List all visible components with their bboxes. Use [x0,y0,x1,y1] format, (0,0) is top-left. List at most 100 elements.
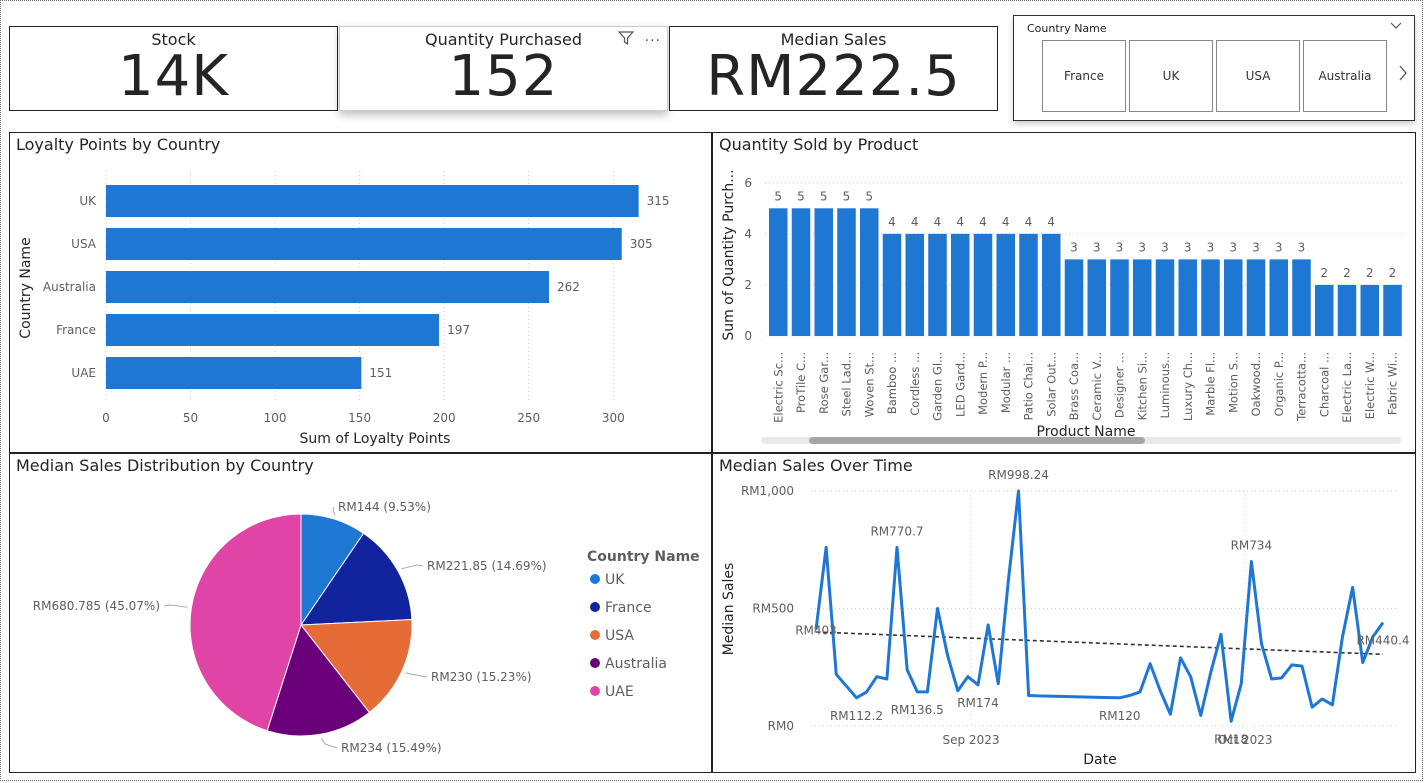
x-tick-label: Woven St... [862,352,876,417]
slicer-tile-australia[interactable]: Australia [1303,40,1387,112]
x-tick-label: Designer ... [1113,352,1127,418]
product-bar [882,233,902,336]
leader-line [320,737,338,749]
product-bar [1110,259,1129,336]
data-label: 4 [956,215,964,229]
data-label: 4 [1025,215,1033,229]
x-tick-label: Oct 2023 [1217,733,1272,747]
product-bar [860,208,879,336]
data-label: 3 [1093,240,1101,254]
line-data-label: RM174 [957,696,999,710]
y-tick-label: France [56,323,96,337]
chevron-down-icon[interactable] [1390,20,1402,33]
x-tick-label: 300 [602,411,625,425]
x-tick-label: Electric Sc... [771,352,785,423]
product-bar [1064,259,1084,336]
x-tick-label: Modern P... [976,352,990,415]
data-label: 2 [1389,266,1397,280]
leader-line [401,564,424,570]
bar-uae [106,357,362,389]
loyalty-chart-panel[interactable]: Loyalty Points by Country 0 50 100 150 200 25… [9,132,712,453]
x-tick-label: Brass Coa... [1067,352,1081,420]
y-axis-title: Sum of Quantity Purch... [721,169,737,340]
filter-icon[interactable] [617,31,638,49]
legend-item-uae[interactable]: UAE [605,684,634,700]
y-tick-label: RM0 [768,719,794,733]
chevron-right-icon[interactable] [1398,64,1408,87]
line-chart-panel[interactable]: Median Sales Over Time RM0 RM500 RM1,000 Se… [712,453,1416,773]
product-bar [1246,259,1266,336]
x-tick-label: Marble Fl... [1204,352,1218,416]
leader-line [163,604,188,608]
line-data-label: RM734 [1231,539,1273,553]
x-tick-label: Patio Chai... [1022,352,1036,420]
data-label: 3 [1070,240,1078,254]
loyalty-bar-chart: 0 50 100 150 200 250 300 UK 315 USA 305 Australia 26… [18,171,670,447]
product-bar [1360,284,1379,336]
x-tick-label: ProTile C... [794,352,808,413]
product-bar [973,233,993,336]
line-data-label: RM112.2 [830,709,883,723]
data-label: 5 [797,189,805,203]
data-label: 4 [1047,215,1055,229]
data-label: 197 [447,323,470,337]
data-label: 2 [1366,266,1374,280]
legend-marker [590,574,600,584]
legend-marker [590,686,600,696]
product-bar [1292,259,1311,336]
data-label: 5 [820,189,828,203]
line-chart-title: Median Sales Over Time [719,456,913,475]
median-sales-pie-chart: RM144 (9.53%) RM221.85 (14.69%) RM230 (15.… [33,500,700,755]
data-label: 305 [630,237,653,251]
quantity-card[interactable]: Quantity Purchased 152 ··· [339,26,668,111]
line-data-label: RM403 [795,624,837,638]
legend-item-france[interactable]: France [605,600,652,616]
data-label: 5 [843,189,851,203]
x-tick-label: 200 [433,411,456,425]
x-tick-label: Fabric Wi... [1386,352,1400,415]
legend-marker [590,602,600,612]
quantity-card-title: Quantity Purchased [424,30,583,49]
country-slicer[interactable]: Country Name France UK USA Australia [1013,15,1415,121]
product-bar [791,208,811,336]
x-axis-title: Date [1083,752,1116,768]
data-label: 4 [888,215,896,229]
x-tick-label: 250 [517,411,540,425]
line-data-label: RM998.24 [988,468,1049,482]
x-tick-label: Garden Gl... [931,352,945,421]
product-bar [1019,233,1038,336]
product-bar [1269,259,1288,336]
data-label: 2 [1320,266,1328,280]
data-label: 4 [1002,215,1010,229]
pie-slice-uae [189,513,302,732]
data-label: 262 [557,280,580,294]
legend-item-australia[interactable]: Australia [605,656,667,672]
product-bar [769,208,788,336]
more-options-icon[interactable]: ··· [644,33,661,49]
legend-marker [590,658,600,668]
stock-card[interactable]: Stock 14K [9,26,338,111]
line-data-label: RM770.7 [870,524,923,538]
quantity-chart-panel[interactable]: Quantity Sold by Product 0 2 4 6 5 Electric S… [712,132,1416,453]
data-label: 315 [647,194,670,208]
x-tick-label: Organic P... [1272,352,1286,417]
x-tick-label: Electric La... [1340,352,1354,423]
legend-item-usa[interactable]: USA [605,628,634,644]
slicer-tile-uk[interactable]: UK [1129,40,1213,112]
data-label: 2 [1343,266,1351,280]
slicer-tile-france[interactable]: France [1042,40,1126,112]
pie-data-label: RM234 (15.49%) [341,741,442,755]
y-tick-label: Australia [43,280,96,294]
data-label: 3 [1138,240,1146,254]
bar-uk [106,185,639,217]
median-sales-card[interactable]: Median Sales RM222.5 [669,26,998,111]
pie-data-label: RM680.785 (45.07%) [33,599,160,613]
y-tick-label: UAE [71,366,96,380]
bar-france [106,314,440,346]
x-axis-title: Product Name [1037,424,1136,440]
pie-chart-panel[interactable]: Median Sales Distribution by Country RM1… [9,453,712,773]
legend-item-uk[interactable]: UK [605,572,625,588]
slicer-tile-usa[interactable]: USA [1216,40,1300,112]
horizontal-scrollbar-thumb[interactable] [809,437,1145,444]
product-bar [951,233,970,336]
